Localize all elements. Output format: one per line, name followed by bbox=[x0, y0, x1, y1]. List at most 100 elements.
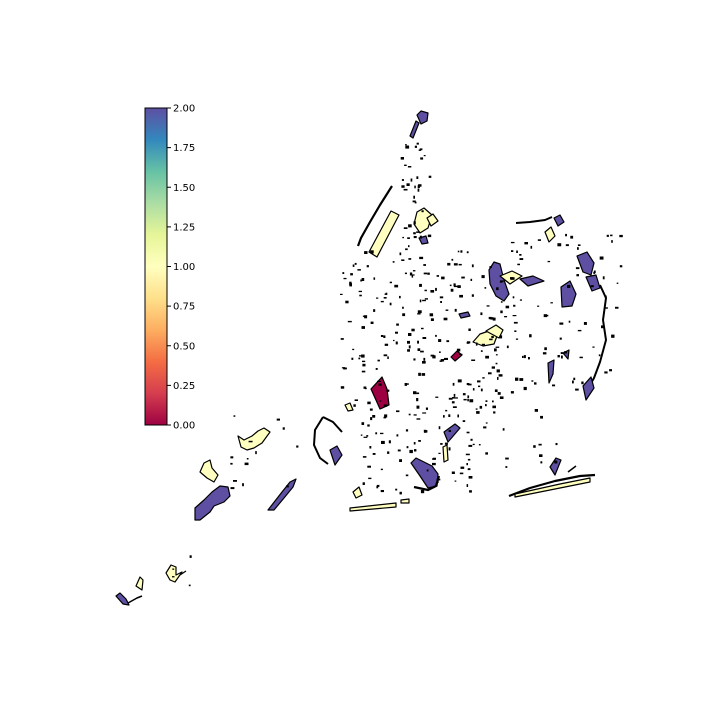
small-parcel bbox=[418, 440, 421, 442]
small-parcel bbox=[417, 310, 422, 314]
small-parcel bbox=[440, 443, 443, 445]
small-parcel bbox=[416, 405, 420, 409]
small-parcel bbox=[491, 366, 495, 369]
small-parcel bbox=[492, 317, 496, 321]
park-parcel bbox=[199, 459, 219, 483]
small-parcel bbox=[513, 321, 518, 324]
small-parcel bbox=[460, 250, 463, 253]
small-parcel bbox=[461, 276, 465, 279]
small-parcel bbox=[401, 259, 405, 261]
small-parcel bbox=[514, 330, 517, 332]
small-parcel bbox=[412, 200, 416, 203]
small-parcel bbox=[364, 251, 368, 254]
small-parcel bbox=[419, 235, 422, 239]
small-parcel bbox=[457, 250, 460, 253]
small-parcel bbox=[414, 145, 417, 148]
small-parcel bbox=[347, 320, 352, 323]
small-parcel bbox=[519, 378, 524, 381]
small-parcel bbox=[438, 339, 442, 342]
small-parcel bbox=[467, 398, 469, 402]
small-parcel bbox=[453, 393, 456, 397]
small-parcel bbox=[519, 258, 524, 260]
small-parcel bbox=[396, 434, 399, 437]
small-parcel bbox=[340, 293, 343, 295]
small-parcel bbox=[452, 382, 455, 386]
small-parcel bbox=[419, 148, 423, 151]
small-parcel bbox=[363, 386, 367, 389]
small-parcel bbox=[610, 234, 613, 237]
small-parcel bbox=[557, 243, 562, 247]
small-parcel bbox=[255, 451, 257, 455]
colorbar: 0.00 0.25 0.50 0.75 1.00 1.25 1.50 1.75 2.00 bbox=[144, 104, 195, 432]
small-parcel bbox=[376, 297, 379, 299]
small-parcel bbox=[554, 460, 558, 464]
small-parcel bbox=[467, 395, 470, 399]
park-parcel bbox=[547, 359, 555, 384]
shoreline-parcel bbox=[127, 595, 143, 604]
small-parcel bbox=[523, 355, 526, 359]
small-parcel bbox=[413, 358, 416, 361]
small-parcel bbox=[376, 485, 379, 489]
small-parcel bbox=[417, 188, 420, 192]
small-parcel bbox=[436, 275, 439, 277]
small-parcel bbox=[538, 443, 542, 446]
small-parcel bbox=[375, 368, 378, 370]
small-parcel bbox=[475, 342, 478, 346]
park-parcel bbox=[135, 576, 144, 591]
small-parcel bbox=[414, 449, 417, 452]
small-parcel bbox=[395, 331, 398, 334]
small-parcel bbox=[466, 463, 468, 466]
small-parcel bbox=[611, 334, 615, 338]
small-parcel bbox=[384, 343, 389, 346]
colorbar-ticks: 0.00 0.25 0.50 0.75 1.00 1.25 1.50 1.75 2.00 bbox=[167, 104, 195, 432]
small-parcel bbox=[454, 285, 458, 288]
small-parcel bbox=[468, 444, 473, 447]
small-parcel bbox=[362, 456, 367, 458]
small-parcel bbox=[412, 270, 416, 272]
small-parcel bbox=[468, 476, 473, 479]
park-parcel bbox=[560, 280, 577, 308]
small-parcel bbox=[399, 295, 401, 299]
small-parcel bbox=[496, 287, 499, 291]
small-parcel bbox=[552, 384, 556, 387]
shoreline-parcel bbox=[515, 216, 553, 224]
small-parcel bbox=[485, 422, 488, 424]
rockaway-region bbox=[508, 457, 596, 498]
small-parcel bbox=[439, 351, 441, 353]
small-parcel bbox=[604, 371, 608, 374]
small-parcel bbox=[456, 348, 461, 352]
small-parcel bbox=[383, 404, 388, 407]
small-parcel bbox=[489, 266, 492, 269]
small-parcel bbox=[402, 306, 404, 309]
small-parcel bbox=[561, 355, 563, 359]
small-parcel bbox=[361, 422, 365, 425]
small-parcel bbox=[408, 224, 412, 228]
small-parcel bbox=[451, 401, 455, 404]
small-parcel bbox=[505, 457, 509, 460]
small-parcel bbox=[510, 391, 514, 394]
small-parcel bbox=[386, 389, 390, 392]
small-parcel bbox=[366, 265, 369, 268]
small-parcel bbox=[444, 442, 448, 445]
small-parcel bbox=[619, 265, 623, 268]
small-parcel bbox=[359, 294, 362, 297]
small-parcel bbox=[286, 485, 289, 488]
shoreline-parcel bbox=[585, 284, 607, 393]
small-parcel bbox=[470, 438, 473, 441]
fresh-kills-parcel bbox=[194, 485, 231, 521]
small-parcel bbox=[491, 335, 494, 339]
small-parcel bbox=[511, 250, 514, 252]
small-parcel bbox=[413, 442, 416, 445]
small-parcel bbox=[416, 142, 419, 145]
prospect-park-parcel bbox=[370, 376, 390, 410]
small-parcel bbox=[425, 407, 428, 410]
small-parcel bbox=[420, 490, 425, 494]
small-parcel bbox=[500, 301, 503, 303]
small-parcel bbox=[573, 377, 576, 381]
small-parcel bbox=[494, 389, 498, 392]
small-parcel bbox=[559, 337, 562, 340]
park-parcel bbox=[553, 214, 565, 227]
park-parcel bbox=[458, 311, 471, 319]
brooklyn-region bbox=[313, 376, 461, 512]
